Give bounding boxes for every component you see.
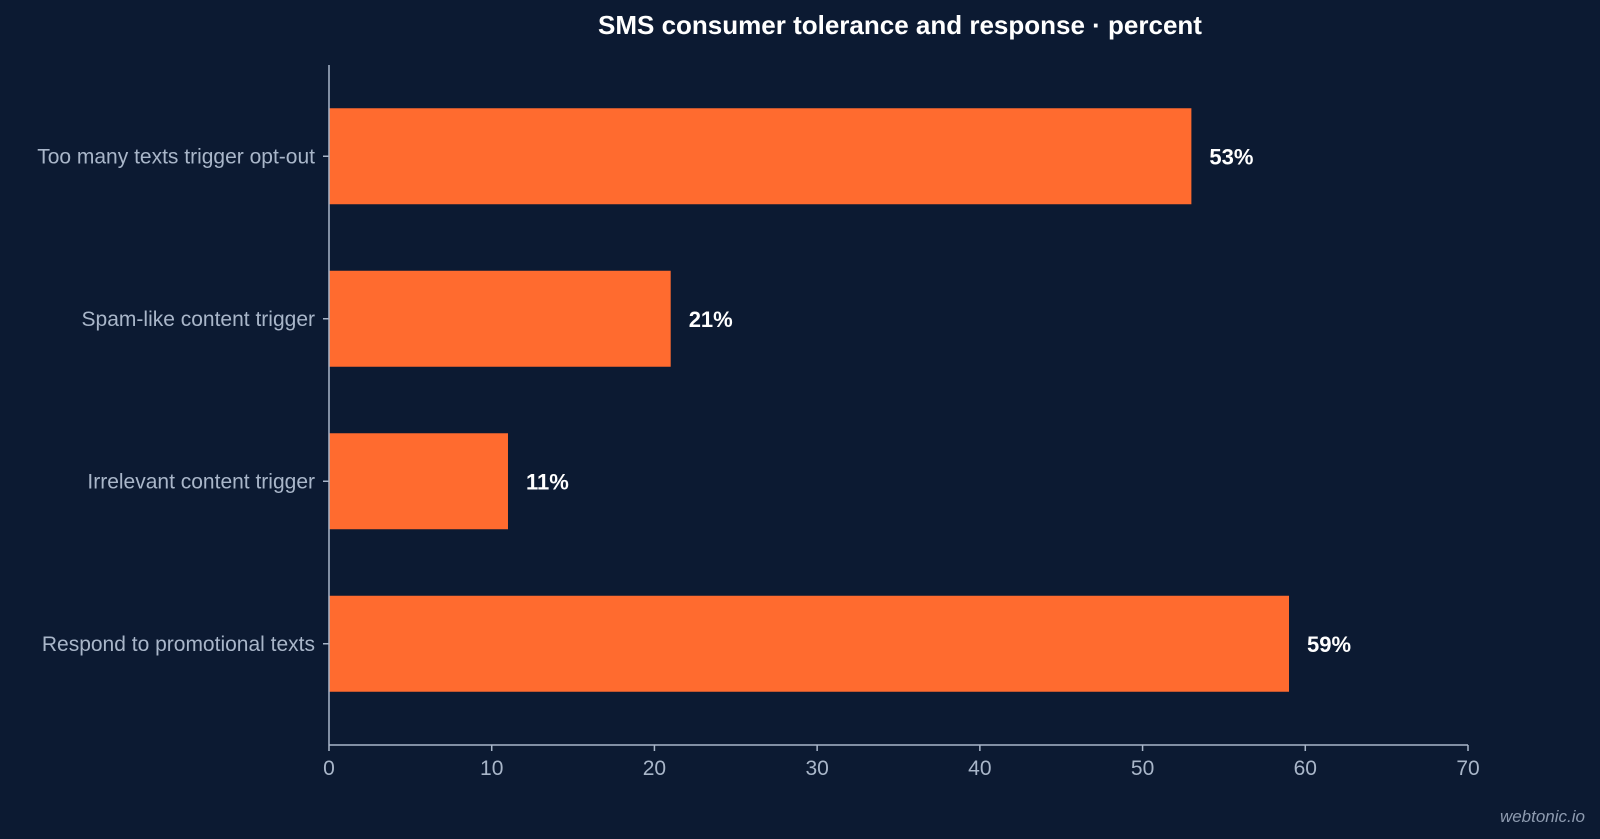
bar-1: [329, 270, 671, 367]
category-label-3: Respond to promotional texts: [42, 633, 315, 656]
category-label-0: Too many texts trigger opt-out: [37, 145, 315, 168]
bar-3: [329, 595, 1290, 692]
data-labels: 53% 21% 11% 59%: [526, 144, 1351, 657]
data-label-1: 21%: [689, 307, 733, 332]
x-tick-label-4: 40: [968, 757, 991, 780]
data-label-0: 53%: [1209, 144, 1253, 169]
bar-2: [329, 433, 508, 530]
data-label-3: 59%: [1307, 632, 1351, 657]
category-label-1: Spam-like content trigger: [82, 308, 315, 331]
data-label-2: 11%: [526, 469, 569, 494]
x-tick-label-3: 30: [805, 757, 828, 780]
watermark: webtonic.io: [1500, 807, 1585, 826]
x-tick-label-6: 60: [1294, 757, 1317, 780]
bar-0: [329, 108, 1192, 205]
category-labels: Too many texts trigger opt-out Spam-like …: [37, 145, 329, 656]
bars-group: [329, 108, 1290, 692]
x-tick-label-0: 0: [323, 757, 335, 780]
x-tick-label-2: 20: [643, 757, 666, 780]
chart-title: SMS consumer tolerance and response · pe…: [598, 10, 1202, 40]
x-tick-label-7: 70: [1456, 757, 1479, 780]
category-label-2: Irrelevant content trigger: [87, 470, 315, 493]
x-axis-ticks: 0 10 20 30 40 50 60 70: [323, 745, 1480, 780]
x-tick-label-1: 10: [480, 757, 503, 780]
x-tick-label-5: 50: [1131, 757, 1154, 780]
